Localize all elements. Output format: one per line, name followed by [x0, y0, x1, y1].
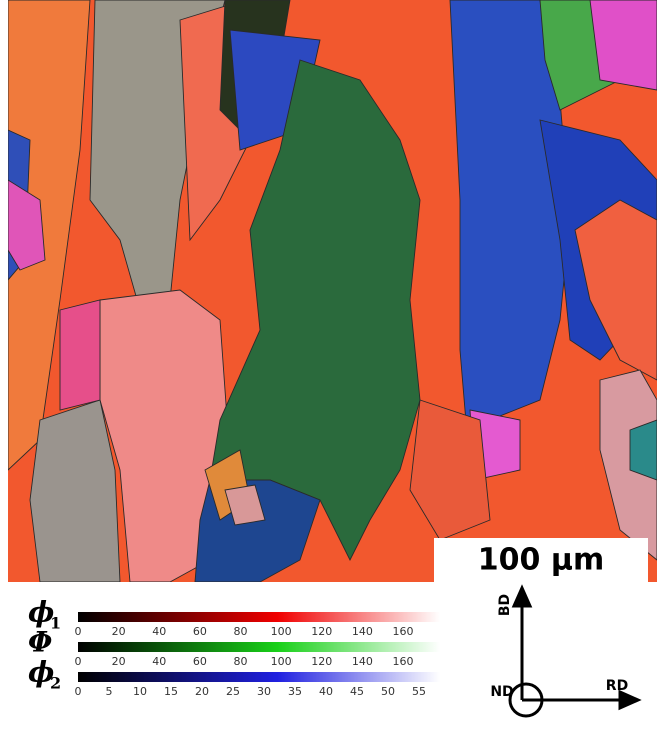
axes-diagram [510, 588, 638, 716]
color-bar [78, 672, 440, 682]
orientation-map [8, 0, 657, 582]
tick-label: 80 [234, 655, 248, 668]
tick-label: 50 [381, 685, 395, 698]
scale-bar-label: 100 μm [478, 543, 604, 578]
tick-label: 15 [164, 685, 178, 698]
legend-subscript: 2 [50, 674, 61, 693]
tick-label: 40 [152, 625, 166, 638]
tick-label: 80 [234, 625, 248, 638]
tick-label: 0 [75, 655, 82, 668]
rd-arrowhead [620, 692, 638, 708]
tick-label: 30 [257, 685, 271, 698]
tick-label: 55 [412, 685, 426, 698]
tick-label: 100 [271, 655, 292, 668]
tick-label: 25 [226, 685, 240, 698]
tick-label: 60 [193, 625, 207, 638]
tick-label: 140 [352, 655, 373, 668]
tick-label: 0 [75, 625, 82, 638]
tick-label: 5 [106, 685, 113, 698]
bd-arrowhead [514, 588, 530, 606]
tick-label: 20 [112, 625, 126, 638]
tick-label: 0 [75, 685, 82, 698]
tick-label: 100 [271, 625, 292, 638]
legend-symbol: Φ [28, 626, 52, 659]
color-bar [78, 612, 440, 622]
tick-label: 20 [112, 655, 126, 668]
tick-label: 10 [133, 685, 147, 698]
color-bar [78, 642, 440, 652]
tick-label: 160 [393, 655, 414, 668]
tick-label: 40 [152, 655, 166, 668]
rd-label: RD [606, 678, 628, 694]
tick-label: 120 [311, 655, 332, 668]
tick-label: 160 [393, 625, 414, 638]
bd-label: BD [497, 594, 513, 616]
tick-label: 45 [350, 685, 364, 698]
tick-label: 35 [288, 685, 302, 698]
tick-label: 20 [195, 685, 209, 698]
tick-label: 120 [311, 625, 332, 638]
tick-label: 140 [352, 625, 373, 638]
nd-label: ND [490, 684, 513, 700]
tick-label: 40 [319, 685, 333, 698]
figure: 100 μm ϕ1020406080100120140160Φ020406080… [0, 0, 657, 725]
tick-label: 60 [193, 655, 207, 668]
